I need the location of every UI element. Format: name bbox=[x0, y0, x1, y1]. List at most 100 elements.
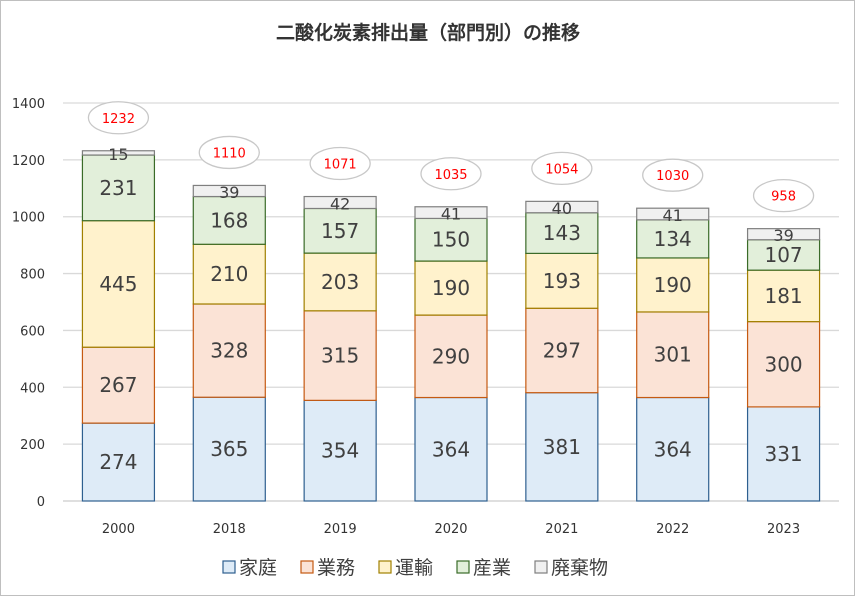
bar-segment bbox=[81, 346, 156, 424]
bar-segment bbox=[81, 154, 156, 222]
data-label: 40 bbox=[552, 199, 572, 218]
y-tick-label: 1200 bbox=[12, 154, 45, 169]
data-label: 381 bbox=[543, 435, 581, 459]
data-label: 364 bbox=[432, 437, 470, 461]
legend-swatch bbox=[456, 560, 470, 574]
bar-segment bbox=[414, 217, 488, 262]
x-tick-label: 2023 bbox=[767, 522, 800, 537]
data-label: 15 bbox=[108, 145, 128, 164]
total-ellipse bbox=[642, 158, 704, 192]
y-tick-label: 600 bbox=[20, 324, 45, 339]
legend-label: 運輸 bbox=[395, 557, 433, 579]
bar-segment bbox=[303, 195, 377, 210]
bar-segment bbox=[414, 396, 488, 502]
total-ellipse bbox=[531, 151, 593, 186]
legend-swatch bbox=[534, 560, 548, 574]
bar-segment bbox=[636, 219, 710, 259]
bar-segment bbox=[81, 422, 156, 502]
data-label: 331 bbox=[764, 442, 802, 466]
data-label: 365 bbox=[210, 437, 248, 461]
total-ellipse bbox=[309, 146, 371, 181]
total-ellipse bbox=[752, 179, 815, 213]
legend-label: 産業 bbox=[473, 557, 511, 579]
data-label: 354 bbox=[321, 439, 359, 463]
bar-segment bbox=[746, 228, 821, 241]
bar-segment bbox=[525, 307, 599, 394]
data-label: 39 bbox=[773, 226, 793, 245]
bar-segment bbox=[525, 212, 599, 254]
bar-segment bbox=[636, 396, 710, 502]
total-label: 1071 bbox=[324, 158, 357, 173]
data-label: 274 bbox=[99, 450, 137, 474]
bar-segment bbox=[414, 314, 488, 399]
data-label: 328 bbox=[210, 339, 248, 363]
bar-segment bbox=[192, 303, 266, 398]
data-label: 150 bbox=[432, 228, 470, 252]
legend-label: 廃棄物 bbox=[551, 557, 608, 579]
bar-segment bbox=[192, 184, 266, 198]
data-label: 210 bbox=[210, 262, 248, 286]
data-label: 39 bbox=[219, 183, 239, 202]
data-label: 297 bbox=[543, 338, 581, 362]
total-ellipse bbox=[198, 135, 260, 170]
data-label: 190 bbox=[654, 273, 692, 297]
data-label: 300 bbox=[764, 352, 802, 376]
total-ellipse bbox=[87, 101, 150, 135]
data-label: 267 bbox=[99, 373, 137, 397]
bar-segment bbox=[636, 207, 710, 221]
total-label: 1054 bbox=[545, 162, 578, 177]
legend-swatch bbox=[222, 560, 236, 574]
data-label: 41 bbox=[663, 206, 683, 225]
y-tick-label: 1400 bbox=[12, 97, 45, 112]
y-tick-label: 400 bbox=[20, 381, 45, 396]
y-tick-label: 1000 bbox=[12, 211, 45, 226]
data-label: 181 bbox=[764, 284, 802, 308]
bar-segment bbox=[636, 311, 710, 399]
bar-segment bbox=[81, 220, 156, 348]
legend-label: 家庭 bbox=[239, 557, 277, 579]
bar-segment bbox=[525, 252, 599, 309]
total-ellipse bbox=[420, 157, 482, 191]
legend-swatch bbox=[378, 560, 392, 574]
data-label: 203 bbox=[321, 270, 359, 294]
bar-segment bbox=[525, 392, 599, 502]
bar-segment bbox=[414, 260, 488, 316]
bar-segment bbox=[414, 206, 488, 220]
legend-label: 業務 bbox=[317, 557, 355, 579]
bar-segment bbox=[303, 207, 377, 254]
bar-segment bbox=[746, 406, 821, 502]
bar-segment bbox=[746, 239, 821, 271]
data-label: 193 bbox=[543, 269, 581, 293]
data-label: 190 bbox=[432, 276, 470, 300]
x-tick-label: 2020 bbox=[434, 522, 467, 537]
y-tick-label: 0 bbox=[37, 495, 45, 510]
data-label: 445 bbox=[99, 272, 137, 296]
x-tick-label: 2018 bbox=[213, 522, 246, 537]
bar-segment bbox=[81, 150, 156, 156]
bar-segment bbox=[303, 399, 377, 502]
data-label: 41 bbox=[441, 205, 461, 224]
data-label: 42 bbox=[330, 195, 350, 214]
data-label: 290 bbox=[432, 344, 470, 368]
total-label: 958 bbox=[771, 190, 796, 205]
data-label: 301 bbox=[654, 343, 692, 367]
total-label: 1232 bbox=[102, 112, 135, 127]
data-label: 231 bbox=[99, 176, 137, 200]
bar-segment bbox=[303, 310, 377, 401]
bar-segment bbox=[192, 396, 266, 502]
total-label: 1035 bbox=[434, 168, 467, 183]
data-label: 107 bbox=[764, 243, 802, 267]
bar-segment bbox=[303, 252, 377, 312]
data-label: 134 bbox=[654, 227, 692, 251]
bar-segment bbox=[525, 200, 599, 214]
bar-segment bbox=[746, 269, 821, 323]
data-label: 143 bbox=[543, 221, 581, 245]
bar-segment bbox=[636, 257, 710, 313]
data-label: 315 bbox=[321, 344, 359, 368]
x-tick-label: 2019 bbox=[324, 522, 357, 537]
bar-segment bbox=[746, 321, 821, 408]
y-tick-label: 200 bbox=[20, 438, 45, 453]
x-tick-label: 2021 bbox=[545, 522, 578, 537]
